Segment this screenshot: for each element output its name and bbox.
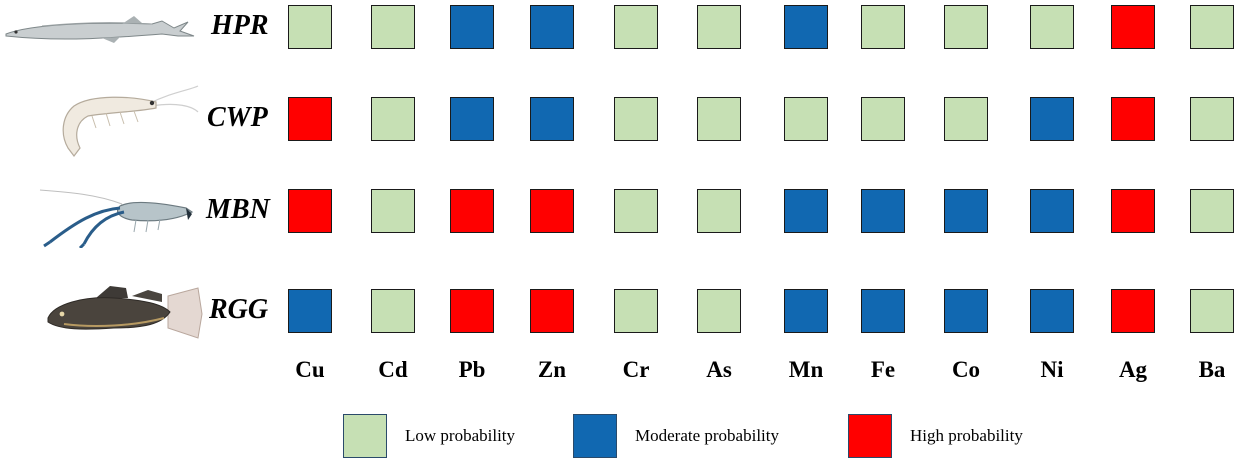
heatmap-cell bbox=[1030, 189, 1074, 233]
heatmap-cell bbox=[371, 97, 415, 141]
column-label: Co bbox=[951, 357, 981, 382]
column-label: Cr bbox=[622, 357, 650, 382]
heatmap-cell bbox=[784, 5, 828, 49]
heatmap-cell bbox=[530, 289, 574, 333]
heatmap-cell bbox=[288, 97, 332, 141]
heatmap-cell bbox=[784, 289, 828, 333]
heatmap-cell bbox=[1190, 97, 1234, 141]
row-label: MBN bbox=[206, 194, 270, 225]
heatmap-cell bbox=[450, 289, 494, 333]
heatmap-cell bbox=[450, 5, 494, 49]
eel-fish-illustration bbox=[5, 16, 195, 43]
row-label: RGG bbox=[209, 294, 269, 325]
heatmap-cell bbox=[697, 289, 741, 333]
goby-fish-illustration bbox=[47, 286, 203, 339]
heatmap-cell bbox=[288, 289, 332, 333]
heatmap-cell bbox=[1190, 189, 1234, 233]
heatmap-cell bbox=[614, 97, 658, 141]
row-label: HPR bbox=[211, 10, 269, 41]
heatmap-cell bbox=[614, 5, 658, 49]
heatmap-cell bbox=[530, 97, 574, 141]
heatmap-cell bbox=[371, 5, 415, 49]
legend-swatch bbox=[848, 414, 892, 458]
heatmap-cell bbox=[861, 97, 905, 141]
heatmap-cell bbox=[861, 289, 905, 333]
column-label: Zn bbox=[537, 357, 567, 382]
heatmap-cell bbox=[530, 189, 574, 233]
column-label: Mn bbox=[788, 357, 824, 382]
blue-claw-prawn-illustration bbox=[39, 189, 194, 248]
heatmap-cell bbox=[1190, 5, 1234, 49]
heatmap-cell bbox=[944, 5, 988, 49]
heatmap-cell bbox=[288, 5, 332, 49]
heatmap-cell bbox=[371, 189, 415, 233]
heatmap-cell bbox=[371, 289, 415, 333]
heatmap-cell bbox=[614, 189, 658, 233]
column-label: Fe bbox=[870, 357, 896, 382]
legend-label: Low probability bbox=[405, 426, 516, 445]
heatmap-cell bbox=[697, 97, 741, 141]
heatmap-cell bbox=[614, 289, 658, 333]
column-label: Cu bbox=[295, 357, 325, 382]
heatmap-cell bbox=[288, 189, 332, 233]
column-label: As bbox=[706, 357, 732, 382]
legend-label: Moderate probability bbox=[635, 426, 779, 445]
heatmap-cell bbox=[784, 189, 828, 233]
legend-item: Moderate probability bbox=[573, 414, 833, 458]
legend-label: High probability bbox=[910, 426, 1023, 445]
heatmap-cell bbox=[944, 97, 988, 141]
heatmap-cell bbox=[697, 5, 741, 49]
heatmap-cell bbox=[1030, 289, 1074, 333]
column-label: Cd bbox=[378, 357, 408, 382]
heatmap-cell bbox=[1111, 189, 1155, 233]
legend-swatch bbox=[573, 414, 617, 458]
heatmap-cell bbox=[1111, 289, 1155, 333]
column-label: Pb bbox=[458, 357, 486, 382]
heatmap-cell bbox=[1030, 5, 1074, 49]
heatmap-cell bbox=[530, 5, 574, 49]
heatmap-cell bbox=[861, 189, 905, 233]
heatmap-cell bbox=[944, 189, 988, 233]
white-shrimp-illustration bbox=[62, 85, 199, 157]
heatmap-cell bbox=[944, 289, 988, 333]
heatmap-cell bbox=[784, 97, 828, 141]
heatmap-cell bbox=[1111, 5, 1155, 49]
legend-item: High probability bbox=[848, 414, 1108, 458]
legend-swatch bbox=[343, 414, 387, 458]
heatmap-cell bbox=[1030, 97, 1074, 141]
heatmap-cell bbox=[697, 189, 741, 233]
heatmap-cell bbox=[1190, 289, 1234, 333]
column-label: Ag bbox=[1118, 357, 1148, 382]
heatmap-cell bbox=[861, 5, 905, 49]
column-label: Ni bbox=[1040, 357, 1064, 382]
row-label: CWP bbox=[207, 102, 268, 133]
heatmap-cell bbox=[1111, 97, 1155, 141]
column-label: Ba bbox=[1198, 357, 1226, 382]
legend-item: Low probability bbox=[343, 414, 603, 458]
heatmap-cell bbox=[450, 189, 494, 233]
heatmap-cell bbox=[450, 97, 494, 141]
